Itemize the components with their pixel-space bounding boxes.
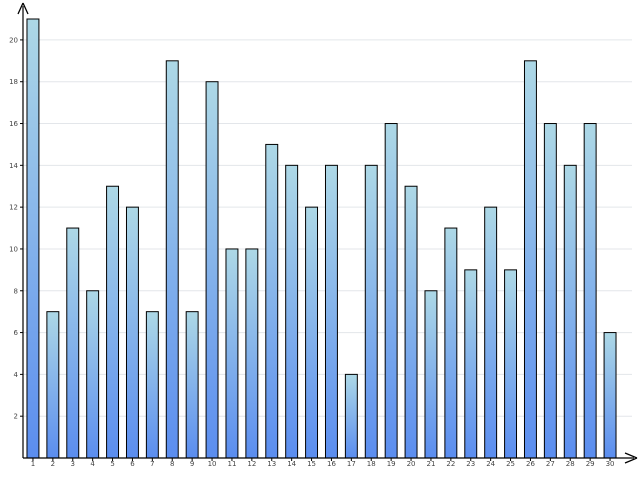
bar-11	[225, 248, 239, 459]
bar-25	[504, 269, 518, 459]
bar-10	[205, 81, 219, 459]
x-tick-label: 4	[90, 460, 95, 468]
bar-2	[46, 311, 60, 459]
x-tick-label: 12	[247, 460, 256, 468]
bar-28	[563, 164, 577, 459]
y-tick-label: 20	[9, 36, 18, 44]
bar-16	[324, 164, 338, 459]
x-tick-label: 19	[387, 460, 396, 468]
bar-23	[464, 269, 478, 459]
bar-5	[106, 185, 120, 459]
x-tick-label: 10	[208, 460, 217, 468]
x-tick-label: 5	[110, 460, 114, 468]
bar-26	[523, 60, 537, 459]
x-tick-label: 17	[347, 460, 356, 468]
x-tick-label: 3	[71, 460, 75, 468]
bar-22	[444, 227, 458, 459]
bar-27	[543, 123, 557, 459]
y-tick-label: 4	[14, 371, 19, 379]
x-tick-label: 1	[31, 460, 35, 468]
x-tick-label: 22	[446, 460, 455, 468]
y-tick-label: 14	[9, 162, 18, 170]
bar-4	[86, 290, 100, 459]
x-tick-label: 11	[227, 460, 236, 468]
x-tick-label: 25	[506, 460, 515, 468]
bar-1	[26, 18, 40, 459]
bar-15	[305, 206, 319, 459]
y-axis-arrow-icon	[17, 2, 29, 15]
x-tick-label: 7	[150, 460, 154, 468]
x-tick-label: 29	[586, 460, 595, 468]
bar-17	[344, 373, 358, 459]
bar-18	[364, 164, 378, 459]
x-axis-arrow-icon	[624, 452, 638, 464]
bar-24	[484, 206, 498, 459]
y-tick-label: 18	[9, 78, 18, 86]
x-tick-label: 30	[606, 460, 615, 468]
x-tick-label: 21	[426, 460, 435, 468]
bar-14	[285, 164, 299, 459]
y-tick-label: 2	[14, 413, 18, 421]
bar-7	[145, 311, 159, 459]
bars	[26, 18, 617, 459]
x-tick-label: 2	[51, 460, 55, 468]
x-tick-label: 27	[546, 460, 555, 468]
x-tick-label: 8	[170, 460, 174, 468]
x-tick-label: 28	[566, 460, 575, 468]
y-tick-label: 16	[9, 120, 18, 128]
x-tick-label: 9	[190, 460, 194, 468]
x-tick-label: 16	[327, 460, 336, 468]
x-tick-label: 26	[526, 460, 535, 468]
x-tick-label: 13	[267, 460, 276, 468]
x-tick-label: 23	[466, 460, 475, 468]
x-tick-label: 14	[287, 460, 296, 468]
bar-29	[583, 123, 597, 459]
x-tick-label: 15	[307, 460, 316, 468]
y-tick-label: 6	[14, 329, 19, 337]
bar-8	[165, 60, 179, 459]
bar-20	[404, 185, 418, 459]
y-tick-label: 8	[14, 287, 18, 295]
y-tick-label: 10	[9, 245, 18, 253]
bar-9	[185, 311, 199, 459]
bar-13	[265, 143, 279, 459]
bar-30	[603, 332, 617, 459]
bar-3	[66, 227, 80, 459]
x-tick-label: 24	[486, 460, 495, 468]
bar-21	[424, 290, 438, 459]
x-tick-label: 6	[130, 460, 135, 468]
bar-6	[125, 206, 139, 459]
x-tick-label: 18	[367, 460, 376, 468]
bar-12	[245, 248, 259, 459]
y-tick-label: 12	[9, 204, 18, 212]
x-tick-label: 20	[407, 460, 416, 468]
bar-19	[384, 123, 398, 459]
